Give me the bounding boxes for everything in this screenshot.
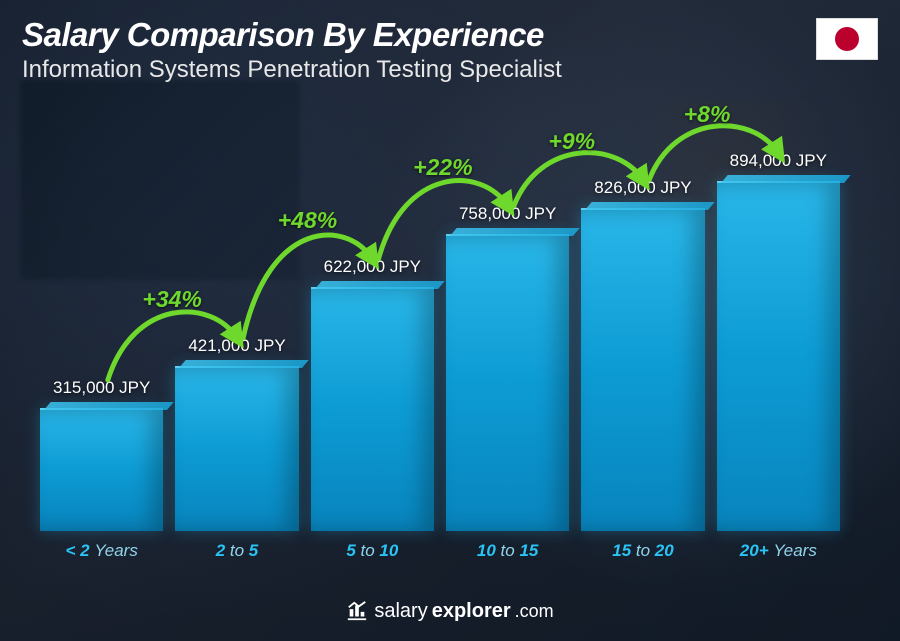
bar-value-label: 894,000 JPY: [730, 151, 827, 171]
x-axis-label: 20+ Years: [717, 541, 840, 561]
brand-logo: salaryexplorer.com: [346, 600, 553, 623]
country-flag-japan: [816, 18, 878, 60]
bar-value-label: 421,000 JPY: [188, 336, 285, 356]
bar-value-label: 315,000 JPY: [53, 378, 150, 398]
bar: [40, 408, 163, 531]
growth-pct-label: +48%: [278, 207, 337, 234]
flag-circle-icon: [835, 27, 859, 51]
bar-value-label: 758,000 JPY: [459, 204, 556, 224]
bar: [446, 234, 569, 531]
bar: [175, 366, 298, 531]
bar-group: 315,000 JPY: [40, 378, 163, 531]
growth-pct-label: +22%: [413, 154, 472, 181]
bars-container: 315,000 JPY 421,000 JPY 622,000 JPY 758,000…: [40, 131, 840, 531]
growth-pct-label: +8%: [684, 101, 731, 128]
bar-value-label: 622,000 JPY: [324, 257, 421, 277]
bar-group: 421,000 JPY: [175, 336, 298, 531]
header: Salary Comparison By Experience Informat…: [22, 16, 878, 84]
bar-group: 758,000 JPY: [446, 204, 569, 531]
bar: [581, 208, 704, 531]
bar: [311, 287, 434, 531]
bar-group: 894,000 JPY: [717, 151, 840, 531]
bar-group: 826,000 JPY: [581, 178, 704, 531]
growth-pct-label: +9%: [548, 128, 595, 155]
bar: [717, 181, 840, 531]
brand-part2: explorer: [432, 600, 511, 623]
bar-value-label: 826,000 JPY: [594, 178, 691, 198]
logo-icon: [346, 600, 368, 622]
x-axis-label: 2 to 5: [175, 541, 298, 561]
x-axis-label: 5 to 10: [311, 541, 434, 561]
x-axis-label: < 2 Years: [40, 541, 163, 561]
chart-subtitle: Information Systems Penetration Testing …: [22, 56, 878, 84]
footer: salaryexplorer.com: [0, 600, 900, 628]
x-axis-labels: < 2 Years 2 to 5 5 to 10 10 to 15 15 to 20 20…: [40, 541, 840, 561]
brand-part1: salary: [374, 600, 427, 623]
bar-chart: 315,000 JPY 421,000 JPY 622,000 JPY 758,000…: [40, 131, 840, 561]
x-axis-label: 10 to 15: [446, 541, 569, 561]
bar-group: 622,000 JPY: [311, 257, 434, 531]
chart-title: Salary Comparison By Experience: [22, 16, 878, 54]
x-axis-label: 15 to 20: [581, 541, 704, 561]
brand-domain: .com: [515, 601, 554, 622]
growth-pct-label: +34%: [142, 286, 201, 313]
